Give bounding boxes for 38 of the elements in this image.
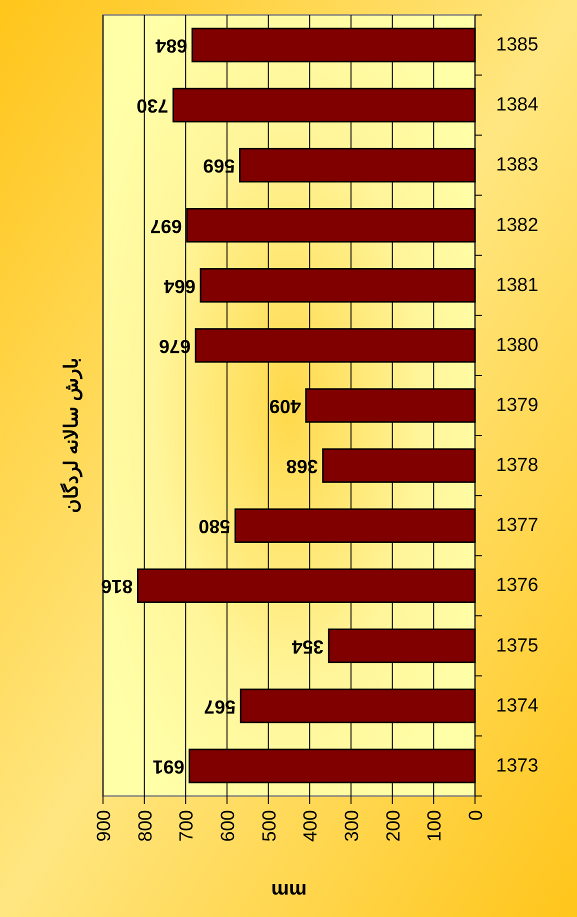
data-label: 368 bbox=[286, 455, 318, 476]
x-tick-label: 100 bbox=[424, 810, 446, 842]
x-tick-label: 900 bbox=[94, 810, 115, 842]
x-tick-label: 300 bbox=[342, 810, 363, 842]
y-tick-label: 1380 bbox=[496, 334, 538, 356]
x-tick-label: 500 bbox=[259, 810, 280, 842]
x-tick-label: 200 bbox=[383, 810, 404, 842]
data-label: 567 bbox=[204, 695, 236, 716]
data-label: 676 bbox=[158, 334, 191, 356]
x-axis-title: mm bbox=[271, 879, 307, 901]
y-tick-label: 1376 bbox=[496, 575, 538, 596]
text: بارش سالانه لردگان bbox=[60, 358, 82, 513]
data-label: 697 bbox=[150, 214, 182, 236]
x-tick-label: 400 bbox=[300, 810, 322, 842]
y-tick-label: 1373 bbox=[496, 755, 538, 776]
data-label: 664 bbox=[163, 274, 196, 296]
data-label: 569 bbox=[203, 154, 235, 176]
x-tick-label: 0 bbox=[466, 810, 487, 821]
data-label: 580 bbox=[198, 515, 230, 536]
x-tick-label: 700 bbox=[176, 810, 198, 842]
y-tick-label: 1384 bbox=[496, 94, 539, 116]
data-label: 816 bbox=[101, 575, 133, 596]
data-label: 354 bbox=[292, 635, 324, 656]
y-tick-label: 1374 bbox=[496, 695, 539, 716]
y-tick-label: 1385 bbox=[496, 34, 538, 56]
data-label: 684 bbox=[155, 34, 188, 56]
y-tick-label: 1378 bbox=[496, 455, 538, 476]
data-label: 409 bbox=[269, 395, 301, 416]
y-tick-label: 1379 bbox=[496, 395, 538, 416]
x-tick-label: 600 bbox=[218, 810, 239, 842]
x-tick-label: 800 bbox=[135, 810, 156, 842]
y-tick-label: 1381 bbox=[496, 274, 538, 296]
y-tick-label: 1377 bbox=[496, 515, 538, 536]
y-tick-label: 1375 bbox=[496, 635, 538, 656]
y-tick-label: 1382 bbox=[496, 214, 538, 236]
data-label: 730 bbox=[136, 94, 168, 116]
data-label: 691 bbox=[152, 755, 184, 776]
y-tick-label: 1383 bbox=[496, 154, 538, 176]
